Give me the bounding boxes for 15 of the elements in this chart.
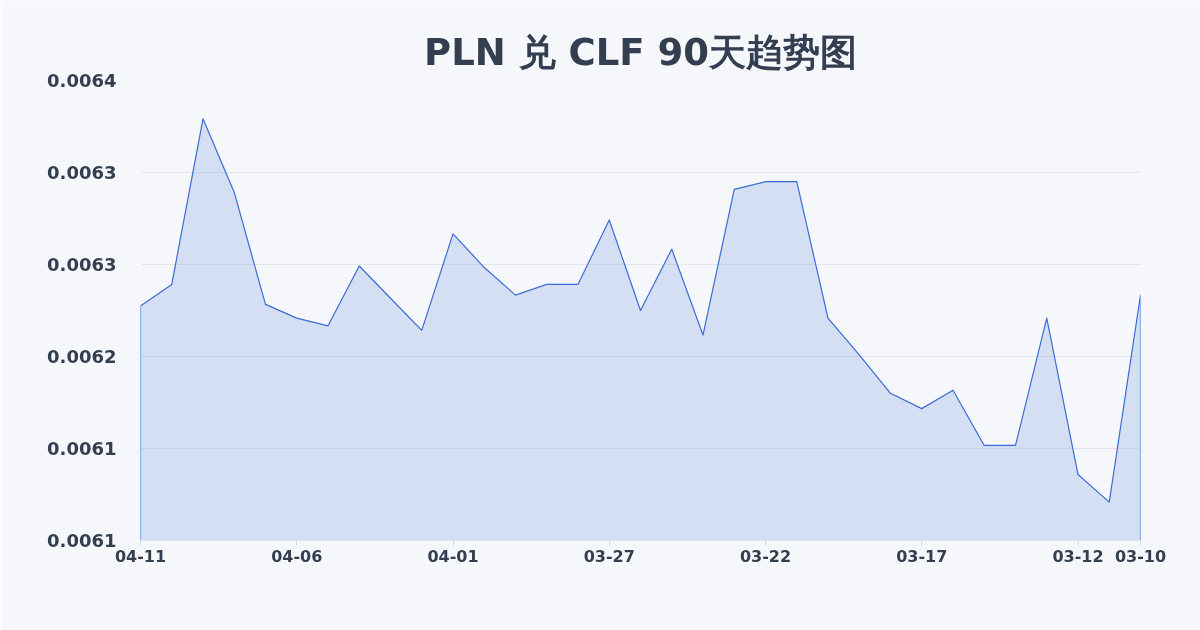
x-tick-label: 03-27 — [583, 546, 635, 566]
chart-title: PLN 兑 CLF 90天趋势图 — [424, 30, 857, 74]
x-tick-label: 04-01 — [427, 546, 479, 566]
y-tick-label: 0.0061 — [47, 530, 117, 551]
x-tick-label: 04-11 — [114, 546, 167, 566]
x-tick-label: 03-22 — [739, 546, 792, 566]
y-tick-label: 0.0063 — [47, 162, 117, 183]
x-tick-label: 03-17 — [896, 546, 948, 566]
y-tick-label: 0.0064 — [47, 70, 117, 91]
x-tick-label: 03-10 — [1114, 546, 1167, 566]
y-tick-label: 0.0062 — [47, 346, 117, 367]
x-tick-label: 03-12 — [1052, 546, 1104, 566]
y-tick-label: 0.0061 — [47, 438, 117, 459]
y-tick-label: 0.0063 — [47, 254, 117, 275]
x-tick-label: 04-06 — [271, 546, 323, 566]
